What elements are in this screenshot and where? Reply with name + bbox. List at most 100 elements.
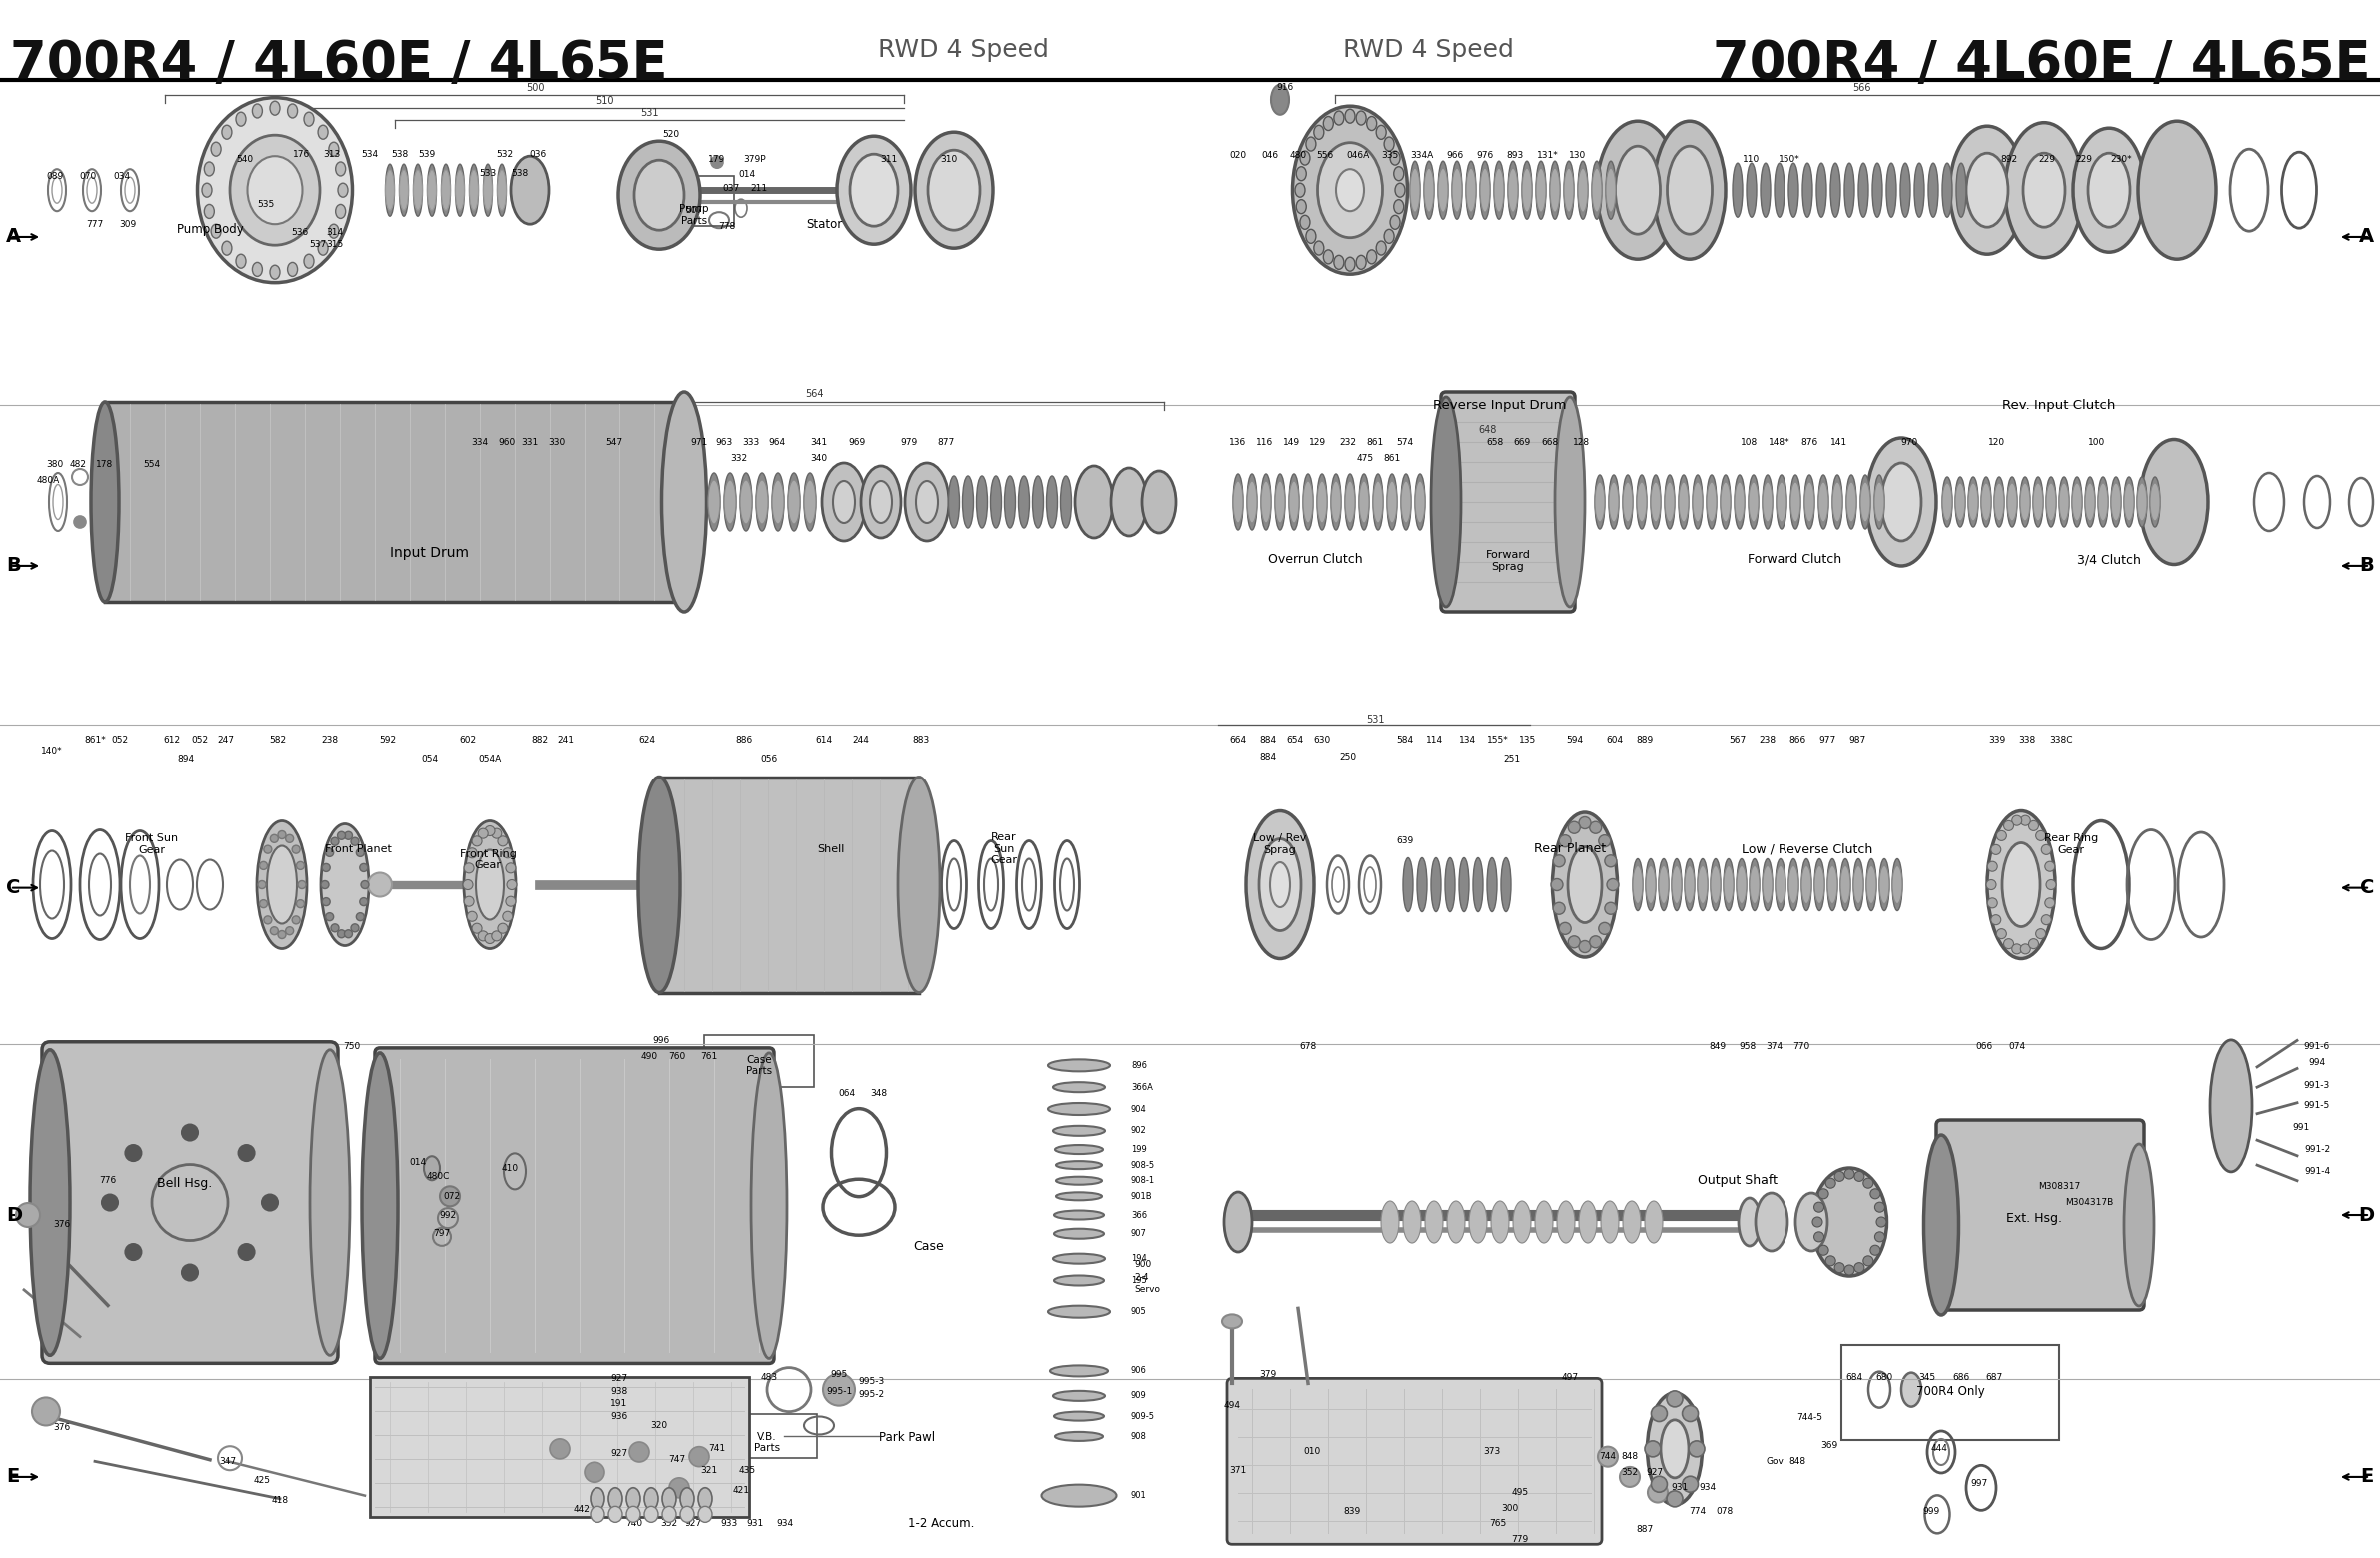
Text: 592: 592: [378, 735, 395, 745]
Ellipse shape: [1376, 241, 1385, 256]
Circle shape: [257, 880, 267, 890]
Text: 977: 977: [1818, 735, 1835, 745]
Ellipse shape: [1980, 477, 1992, 527]
Ellipse shape: [1047, 1059, 1109, 1072]
Text: 564: 564: [804, 390, 823, 399]
Ellipse shape: [1061, 475, 1071, 528]
Circle shape: [345, 930, 352, 938]
Ellipse shape: [1652, 475, 1661, 528]
Ellipse shape: [1645, 1201, 1664, 1243]
Circle shape: [478, 829, 488, 838]
Ellipse shape: [1578, 168, 1587, 212]
Text: 934: 934: [1699, 1483, 1716, 1493]
Text: 232: 232: [1340, 438, 1357, 447]
Circle shape: [628, 1443, 650, 1461]
Ellipse shape: [1956, 477, 1966, 527]
Ellipse shape: [1899, 164, 1911, 217]
Circle shape: [2028, 939, 2040, 949]
Circle shape: [1568, 936, 1580, 949]
Ellipse shape: [338, 184, 347, 196]
Ellipse shape: [1302, 481, 1314, 522]
Ellipse shape: [1050, 1365, 1109, 1377]
Circle shape: [712, 156, 724, 168]
Ellipse shape: [1654, 122, 1726, 259]
Ellipse shape: [1854, 866, 1864, 904]
Ellipse shape: [1818, 475, 1828, 528]
Text: 936: 936: [612, 1412, 628, 1421]
Text: 960: 960: [497, 438, 514, 447]
Ellipse shape: [1790, 475, 1802, 528]
Ellipse shape: [1495, 160, 1504, 220]
Ellipse shape: [1749, 866, 1759, 904]
Ellipse shape: [1395, 184, 1404, 196]
Text: 740: 740: [626, 1519, 643, 1528]
Ellipse shape: [248, 156, 302, 224]
Circle shape: [2021, 944, 2030, 953]
Text: RWD 4 Speed: RWD 4 Speed: [1342, 37, 1514, 62]
Text: 191: 191: [612, 1399, 628, 1408]
Circle shape: [464, 896, 474, 907]
Text: 537: 537: [309, 240, 326, 249]
Circle shape: [362, 880, 369, 890]
Text: 034: 034: [114, 171, 131, 181]
Text: 135: 135: [1518, 735, 1537, 745]
Ellipse shape: [671, 402, 697, 601]
Ellipse shape: [724, 472, 735, 531]
Ellipse shape: [662, 391, 707, 612]
Text: 536: 536: [290, 227, 309, 237]
Text: 056: 056: [762, 754, 778, 763]
Ellipse shape: [1697, 866, 1706, 904]
Text: 861: 861: [1366, 438, 1383, 447]
Ellipse shape: [1395, 167, 1404, 181]
Text: Low / Reverse Clutch: Low / Reverse Clutch: [1742, 843, 1873, 855]
Text: 848: 848: [1621, 1452, 1637, 1461]
Text: Rev. Input Clutch: Rev. Input Clutch: [2002, 399, 2116, 411]
Circle shape: [1568, 821, 1580, 834]
Text: 366: 366: [1130, 1211, 1147, 1220]
Text: 938: 938: [612, 1387, 628, 1396]
Ellipse shape: [1764, 858, 1773, 911]
Circle shape: [350, 924, 359, 932]
Ellipse shape: [1735, 475, 1745, 528]
Ellipse shape: [1645, 866, 1656, 904]
Ellipse shape: [804, 480, 816, 523]
Ellipse shape: [1473, 858, 1483, 911]
Text: Park Pawl: Park Pawl: [878, 1432, 935, 1444]
Text: 778: 778: [719, 221, 735, 231]
Text: 140*: 140*: [40, 746, 62, 756]
Text: E: E: [7, 1468, 19, 1486]
Ellipse shape: [2073, 128, 2144, 252]
Circle shape: [259, 901, 267, 908]
Ellipse shape: [1592, 168, 1602, 212]
Text: 680: 680: [1875, 1373, 1892, 1382]
Ellipse shape: [1402, 474, 1411, 530]
Ellipse shape: [962, 475, 973, 528]
Ellipse shape: [850, 154, 897, 226]
Text: 995-3: 995-3: [859, 1377, 885, 1387]
Ellipse shape: [440, 170, 450, 210]
Text: 442: 442: [574, 1505, 590, 1514]
Text: 770: 770: [1792, 1042, 1811, 1052]
Ellipse shape: [2149, 477, 2161, 527]
Ellipse shape: [328, 224, 338, 238]
Text: Forward Clutch: Forward Clutch: [1747, 553, 1842, 566]
Ellipse shape: [1764, 481, 1773, 522]
Text: 2-4: 2-4: [1133, 1273, 1150, 1282]
Ellipse shape: [2033, 483, 2044, 520]
Text: 582: 582: [269, 735, 286, 745]
Text: B: B: [7, 556, 21, 575]
Circle shape: [367, 872, 393, 897]
Circle shape: [462, 880, 474, 890]
Circle shape: [1864, 1256, 1873, 1267]
Ellipse shape: [309, 1050, 350, 1355]
Ellipse shape: [862, 466, 902, 538]
Ellipse shape: [1685, 866, 1695, 904]
Text: 999: 999: [1923, 1507, 1940, 1516]
Ellipse shape: [455, 164, 464, 217]
Ellipse shape: [1390, 151, 1399, 165]
Ellipse shape: [1787, 866, 1799, 904]
Text: 114: 114: [1426, 735, 1442, 745]
Ellipse shape: [1633, 858, 1642, 911]
Ellipse shape: [269, 265, 281, 279]
Circle shape: [278, 830, 286, 838]
